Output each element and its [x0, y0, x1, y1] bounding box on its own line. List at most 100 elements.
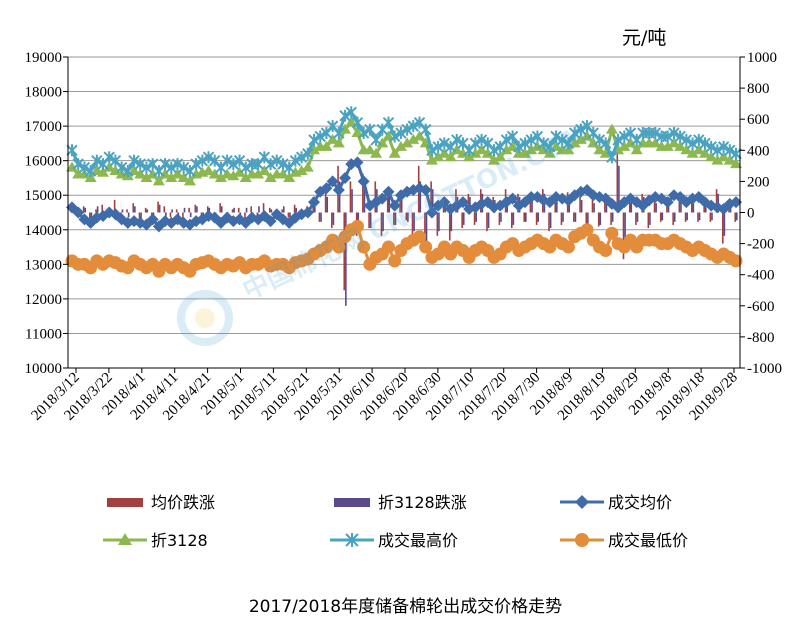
right-tick-label: 200 [747, 174, 770, 190]
bar-avg-change [560, 212, 563, 225]
bar-adj3128-change [96, 206, 99, 213]
point-marker [575, 123, 587, 136]
bar-adj3128-change [407, 212, 409, 222]
bar-adj3128-change [736, 212, 738, 221]
bar-avg-change [535, 212, 538, 225]
point-marker [432, 151, 445, 162]
point-marker [730, 147, 742, 160]
point-marker [227, 158, 240, 171]
point-marker [221, 154, 233, 167]
bar-adj3128-change [500, 212, 502, 222]
bar-avg-change [237, 207, 240, 213]
point-marker [345, 116, 358, 127]
point-marker [277, 158, 289, 171]
bar-adj3128-change [146, 209, 149, 213]
point-marker [413, 130, 426, 141]
bar-adj3128-change [680, 196, 682, 213]
point-marker [717, 151, 730, 162]
left-tick-label: 15000 [25, 188, 63, 204]
point-marker [395, 127, 407, 140]
point-marker [456, 196, 469, 209]
point-marker [606, 151, 618, 164]
point-marker [692, 144, 705, 155]
bar-adj3128-change [382, 212, 384, 232]
point-marker [159, 168, 172, 179]
point-marker [444, 151, 457, 162]
point-marker [134, 168, 147, 179]
point-marker [661, 140, 674, 151]
right-tick-label: -200 [747, 237, 775, 253]
bar-avg-change [287, 212, 290, 218]
point-marker [252, 168, 265, 179]
bar-adj3128-change [90, 212, 93, 219]
point-marker [698, 147, 711, 158]
point-marker [190, 158, 202, 171]
bar-avg-change [436, 212, 439, 236]
point-marker [196, 154, 209, 167]
point-marker [171, 168, 184, 179]
point-marker [711, 144, 724, 157]
point-marker [513, 140, 525, 153]
right-tick-label: 600 [747, 112, 770, 128]
point-marker [177, 171, 190, 182]
bar-avg-change [473, 212, 476, 225]
bar-adj3128-change [320, 212, 322, 222]
bar-avg-change [256, 212, 259, 216]
point-marker [289, 154, 302, 167]
bar-avg-change [324, 189, 327, 213]
bar-avg-change [380, 212, 383, 236]
bar-avg-change [510, 212, 513, 229]
point-marker [66, 144, 78, 157]
right-tick-label: -1000 [747, 361, 782, 377]
point-marker [376, 192, 389, 205]
bar-avg-change [734, 212, 736, 222]
bar-adj3128-change [165, 212, 167, 218]
point-marker [240, 161, 252, 174]
point-marker [351, 116, 364, 129]
point-marker [475, 133, 488, 146]
legend-marker [575, 533, 589, 547]
bar-adj3128-change [487, 212, 490, 229]
bar-avg-change [362, 173, 364, 213]
bar-adj3128-change [711, 212, 713, 221]
bar-avg-change [268, 207, 271, 213]
bar-avg-change [715, 189, 718, 213]
bar-adj3128-change [183, 207, 186, 213]
left-tick-label: 12000 [25, 292, 63, 308]
right-tick-label: 800 [747, 81, 770, 97]
bar-avg-change [281, 209, 283, 213]
point-marker [705, 140, 717, 153]
point-marker [302, 147, 314, 160]
bar-avg-change [182, 212, 184, 222]
point-marker [140, 161, 153, 174]
series-triangle [66, 116, 742, 186]
series-star [66, 106, 742, 178]
bar-avg-change [206, 206, 209, 213]
bar-adj3128-change [400, 198, 403, 213]
bar-adj3128-change [599, 212, 602, 225]
point-marker [339, 109, 351, 122]
point-marker [264, 215, 277, 228]
left-tick-label: 18000 [25, 85, 63, 101]
point-marker [376, 137, 389, 148]
point-marker [581, 130, 594, 141]
bar-adj3128-change [630, 200, 633, 213]
bar-avg-change [672, 212, 674, 225]
point-marker [239, 171, 252, 182]
bar-adj3128-change [661, 212, 664, 221]
point-marker [357, 240, 371, 254]
point-marker [128, 165, 141, 176]
bar-avg-change [175, 209, 178, 213]
legend-marker [575, 495, 589, 509]
point-marker [674, 130, 686, 143]
bar-avg-change [349, 181, 352, 213]
bar-avg-change [169, 212, 172, 218]
bar-avg-change [573, 212, 575, 222]
point-marker [134, 158, 146, 171]
point-marker [84, 165, 97, 178]
left-tick-label: 17000 [25, 119, 63, 135]
point-marker [382, 185, 395, 198]
series-circle [65, 219, 743, 278]
point-marker [481, 147, 494, 158]
point-marker [332, 240, 346, 254]
